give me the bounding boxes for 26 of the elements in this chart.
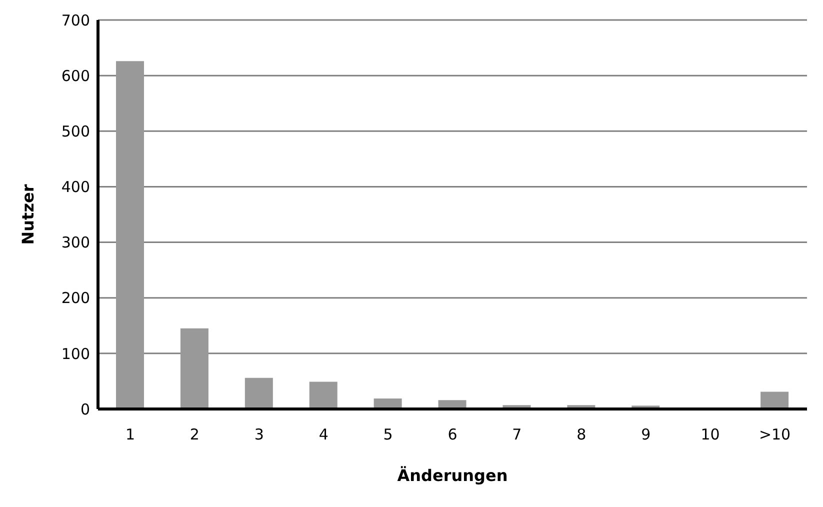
x-tick-label: 8 (576, 426, 586, 444)
y-tick-label: 400 (61, 178, 90, 196)
x-tick-label: 2 (190, 426, 200, 444)
y-tick-label: 500 (61, 122, 90, 140)
bar (309, 382, 338, 409)
y-tick-label: 0 (80, 400, 90, 418)
x-tick-label: 9 (641, 426, 651, 444)
y-tick-label: 100 (61, 344, 90, 363)
x-tick-label: 6 (448, 426, 458, 444)
y-tick-label: 600 (61, 66, 90, 85)
bar (244, 378, 273, 409)
x-tick-label: 1 (125, 426, 135, 444)
bar (116, 61, 144, 409)
x-tick-label: 7 (512, 426, 522, 444)
x-tick-label: 5 (383, 426, 393, 444)
x-tick-label: 4 (318, 426, 328, 444)
bar (180, 328, 208, 409)
x-tick-label: >10 (758, 426, 791, 444)
y-tick-label: 300 (61, 234, 90, 252)
bar (760, 392, 789, 409)
x-axis-title: Änderungen (397, 466, 508, 485)
x-tick-label: 3 (254, 426, 264, 444)
y-tick-label: 200 (61, 289, 90, 308)
y-tick-label: 700 (61, 11, 90, 30)
x-tick-label: 10 (700, 426, 720, 444)
y-axis-title: Nutzer (18, 184, 38, 245)
